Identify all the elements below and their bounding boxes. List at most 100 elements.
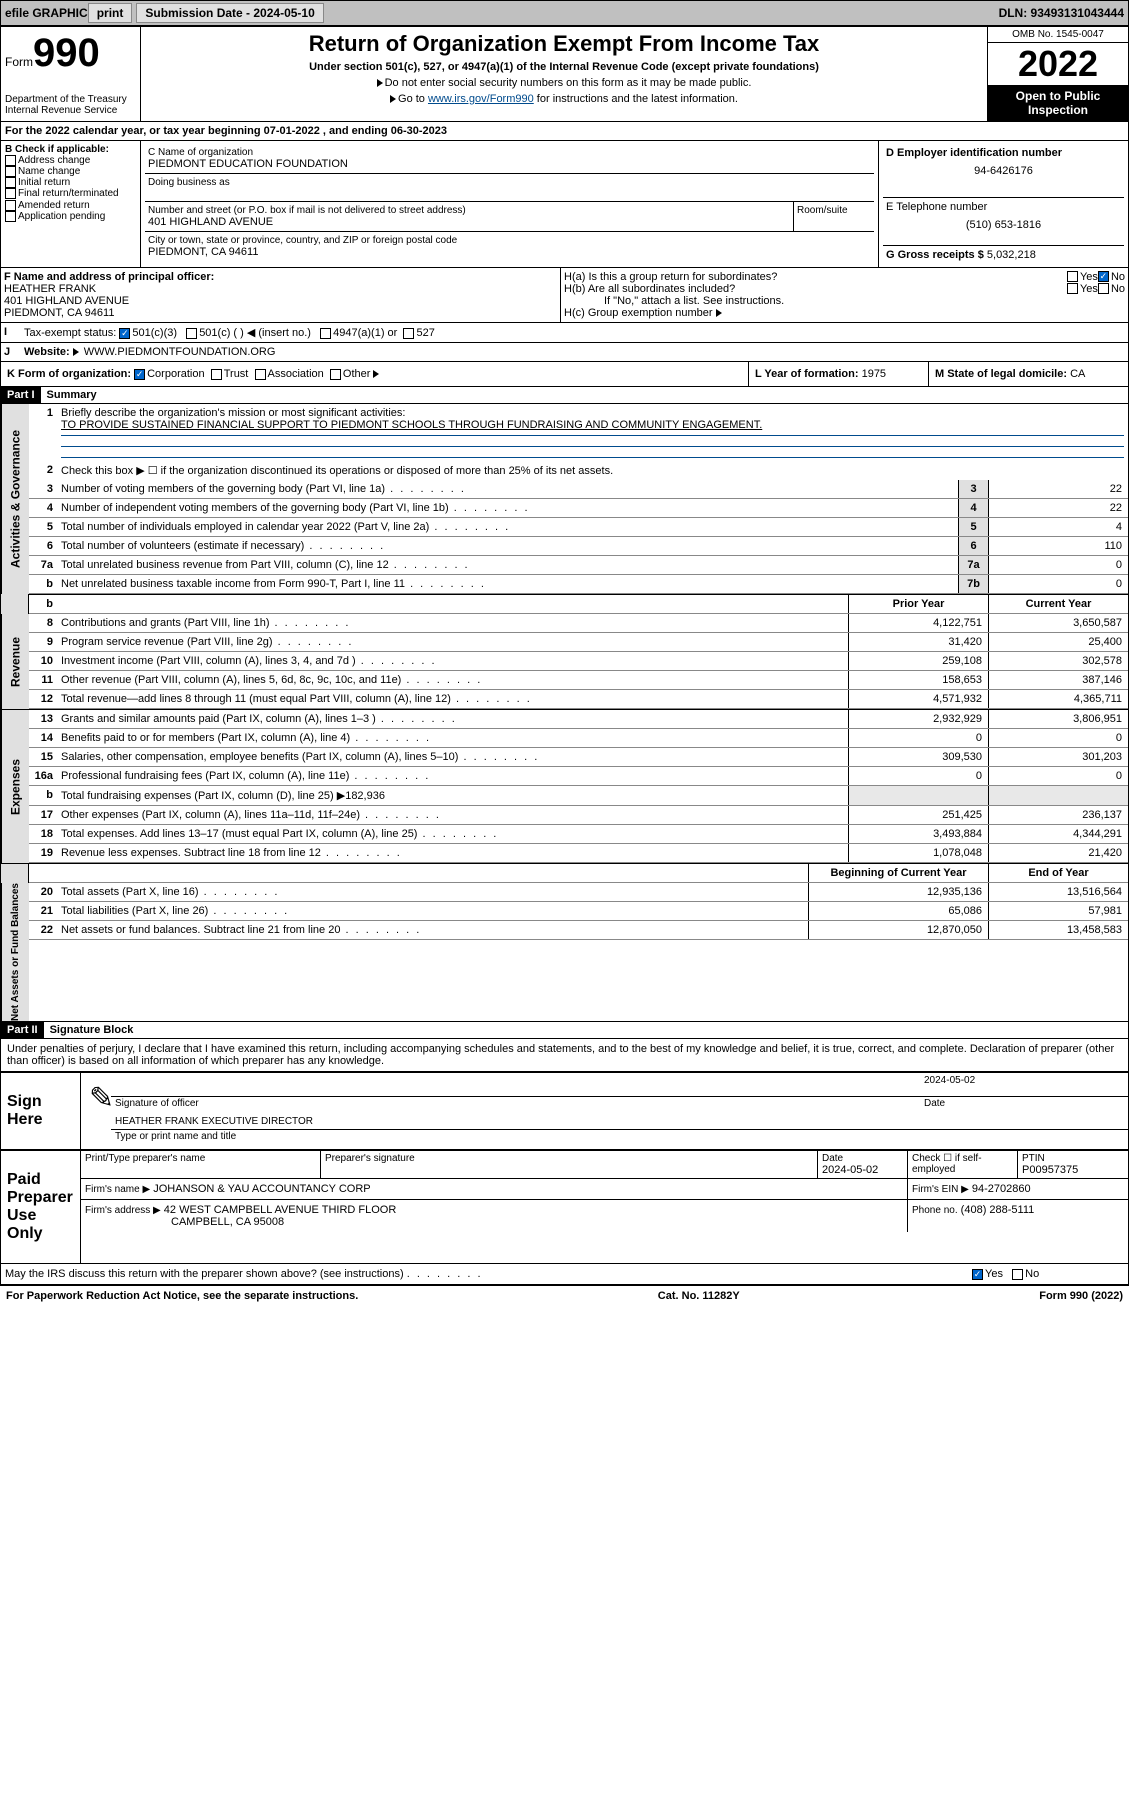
curr-val: 301,203 bbox=[988, 748, 1128, 766]
curr-val: 4,365,711 bbox=[988, 690, 1128, 708]
begin-val: 12,935,136 bbox=[808, 883, 988, 901]
firm-addr1: 42 WEST CAMPBELL AVENUE THIRD FLOOR bbox=[164, 1204, 397, 1216]
begin-val: 65,086 bbox=[808, 902, 988, 920]
line-desc: Revenue less expenses. Subtract line 18 … bbox=[57, 844, 848, 862]
dln-label: DLN: 93493131043444 bbox=[999, 6, 1124, 20]
net-assets-section: Net Assets or Fund Balances 20 Total ass… bbox=[1, 883, 1128, 1021]
checkbox-hb-yes[interactable] bbox=[1067, 283, 1078, 294]
checkbox-final-return[interactable] bbox=[5, 188, 16, 199]
checkbox-hb-no[interactable] bbox=[1098, 283, 1109, 294]
checkbox-irs-no[interactable] bbox=[1012, 1269, 1023, 1280]
state-domicile: CA bbox=[1070, 368, 1085, 380]
line-j-label: Website: bbox=[24, 346, 70, 358]
line-num: 20 bbox=[29, 883, 57, 901]
line-desc: Program service revenue (Part VIII, line… bbox=[57, 633, 848, 651]
prep-phone: (408) 288-5111 bbox=[961, 1204, 1035, 1216]
box-deg: D Employer identification number 94-6426… bbox=[878, 141, 1128, 267]
phone-value: (510) 653-1816 bbox=[886, 219, 1121, 231]
note-1: Do not enter social security numbers on … bbox=[385, 77, 752, 89]
table-row: 12 Total revenue—add lines 8 through 11 … bbox=[29, 690, 1128, 709]
checkbox-app-pending[interactable] bbox=[5, 211, 16, 222]
blank bbox=[57, 864, 808, 882]
checkbox-501c[interactable] bbox=[186, 328, 197, 339]
checkbox-501c3[interactable] bbox=[119, 328, 130, 339]
line-desc: Total revenue—add lines 8 through 11 (mu… bbox=[57, 690, 848, 708]
checkbox-ha-no[interactable] bbox=[1098, 271, 1109, 282]
line-desc: Total number of volunteers (estimate if … bbox=[57, 537, 958, 555]
prior-val bbox=[848, 786, 988, 805]
ptin-value: P00957375 bbox=[1022, 1164, 1124, 1176]
vtab-spacer bbox=[1, 594, 29, 614]
line-num: 2 bbox=[29, 461, 57, 480]
type-name-label: Type or print name and title bbox=[111, 1130, 1128, 1143]
line-desc: Total liabilities (Part X, line 26) bbox=[57, 902, 808, 920]
ha-label: H(a) Is this a group return for subordin… bbox=[564, 271, 1067, 283]
table-row: 16a Professional fundraising fees (Part … bbox=[29, 767, 1128, 786]
triangle-icon bbox=[73, 348, 79, 356]
cb-label: Name change bbox=[18, 166, 80, 177]
table-row: 6 Total number of volunteers (estimate i… bbox=[29, 537, 1128, 556]
checkbox-trust[interactable] bbox=[211, 369, 222, 380]
form-header: Form990 Department of the Treasury Inter… bbox=[1, 27, 1128, 122]
line-j: J Website: WWW.PIEDMONTFOUNDATION.ORG bbox=[1, 343, 1128, 362]
room-label: Room/suite bbox=[797, 205, 871, 216]
checkbox-ha-yes[interactable] bbox=[1067, 271, 1078, 282]
checkbox-other[interactable] bbox=[330, 369, 341, 380]
table-row: 3 Number of voting members of the govern… bbox=[29, 480, 1128, 499]
check-if-label: Check ☐ if self-employed bbox=[912, 1153, 1013, 1175]
org-name: PIEDMONT EDUCATION FOUNDATION bbox=[148, 158, 871, 170]
checkbox-amended[interactable] bbox=[5, 200, 16, 211]
firm-name: JOHANSON & YAU ACCOUNTANCY CORP bbox=[153, 1183, 370, 1195]
checkbox-4947[interactable] bbox=[320, 328, 331, 339]
triangle-icon bbox=[377, 79, 383, 87]
checkbox-assoc[interactable] bbox=[255, 369, 266, 380]
line-box: 5 bbox=[958, 518, 988, 536]
revenue-section: Revenue 8 Contributions and grants (Part… bbox=[1, 614, 1128, 709]
curr-val: 236,137 bbox=[988, 806, 1128, 824]
line-num: 6 bbox=[29, 537, 57, 555]
line-m-label: M State of legal domicile: bbox=[935, 368, 1067, 380]
part1-title: Summary bbox=[47, 389, 97, 401]
prior-year-hdr: Prior Year bbox=[848, 595, 988, 613]
begin-year-hdr: Beginning of Current Year bbox=[808, 864, 988, 882]
vtab-rev: Revenue bbox=[1, 614, 29, 709]
line-desc: Net assets or fund balances. Subtract li… bbox=[57, 921, 808, 939]
hb-label: H(b) Are all subordinates included? bbox=[564, 283, 1067, 295]
line-val: 22 bbox=[988, 499, 1128, 517]
irs-link[interactable]: www.irs.gov/Form990 bbox=[428, 93, 534, 105]
line-i-letter: I bbox=[1, 323, 21, 342]
checkbox-address-change[interactable] bbox=[5, 155, 16, 166]
form-word: Form bbox=[5, 55, 33, 69]
line-num: 12 bbox=[29, 690, 57, 708]
checkbox-527[interactable] bbox=[403, 328, 414, 339]
city-state-zip: PIEDMONT, CA 94611 bbox=[148, 246, 871, 258]
box-d-label: D Employer identification number bbox=[886, 147, 1121, 159]
form-footer: Form 990 (2022) bbox=[1039, 1290, 1123, 1302]
print-button[interactable]: print bbox=[88, 3, 133, 23]
checkbox-name-change[interactable] bbox=[5, 166, 16, 177]
submission-date-button[interactable]: Submission Date - 2024-05-10 bbox=[136, 3, 323, 23]
prior-val: 251,425 bbox=[848, 806, 988, 824]
line-val: 4 bbox=[988, 518, 1128, 536]
box-fh: F Name and address of principal officer:… bbox=[1, 268, 1128, 323]
checkbox-irs-yes[interactable] bbox=[972, 1269, 983, 1280]
end-val: 13,516,564 bbox=[988, 883, 1128, 901]
tax-year: 2022 bbox=[988, 43, 1128, 85]
line-num: 16a bbox=[29, 767, 57, 785]
prior-val: 2,932,929 bbox=[848, 710, 988, 728]
table-row: 17 Other expenses (Part IX, column (A), … bbox=[29, 806, 1128, 825]
current-year-hdr: Current Year bbox=[988, 595, 1128, 613]
line-num: b bbox=[29, 575, 57, 593]
curr-val: 25,400 bbox=[988, 633, 1128, 651]
cb-label: Amended return bbox=[18, 200, 90, 211]
checkbox-initial-return[interactable] bbox=[5, 177, 16, 188]
line-desc: Contributions and grants (Part VIII, lin… bbox=[57, 614, 848, 632]
checkbox-corp[interactable] bbox=[134, 369, 145, 380]
line-desc: Total assets (Part X, line 16) bbox=[57, 883, 808, 901]
prior-val: 4,122,751 bbox=[848, 614, 988, 632]
cb-label: Final return/terminated bbox=[18, 189, 119, 200]
form-number: 990 bbox=[33, 31, 100, 75]
date-label: Date bbox=[924, 1098, 1124, 1109]
table-row: 4 Number of independent voting members o… bbox=[29, 499, 1128, 518]
opt: 527 bbox=[416, 327, 434, 339]
